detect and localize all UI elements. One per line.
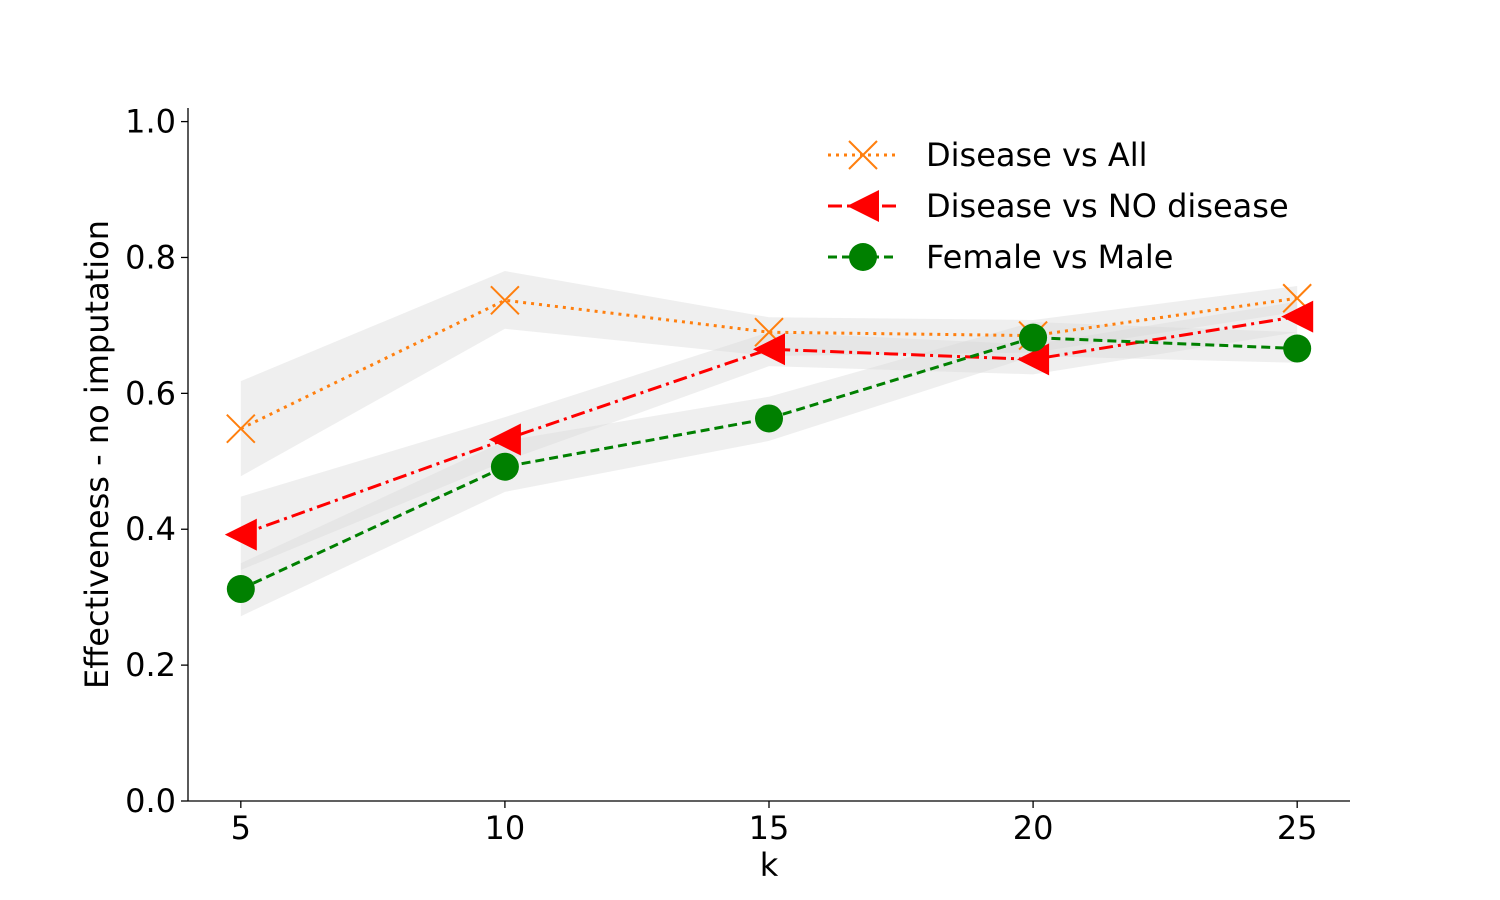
point-series-1-4	[1281, 300, 1314, 333]
series-markers	[224, 283, 1314, 604]
band-series-1	[240, 301, 1298, 570]
legend-item-1: Disease vs NO disease	[828, 187, 1289, 225]
y-tick-label: 1.0	[125, 103, 176, 141]
y-tick-label: 0.8	[125, 238, 176, 276]
point-series-2-0	[226, 575, 255, 604]
y-tick-label: 0.2	[125, 646, 176, 684]
line-series-0	[240, 296, 1298, 431]
x-tick-label: 25	[1277, 809, 1318, 847]
point-series-1-0	[224, 518, 257, 551]
band-series-0	[240, 271, 1298, 477]
y-tick-label: 0.0	[125, 782, 176, 820]
y-axis-label: Effectiveness - no imputation	[78, 220, 116, 689]
point-series-1-3	[1017, 343, 1050, 376]
x-tick-label: 5	[231, 809, 251, 847]
point-series-0-0	[226, 413, 256, 444]
point-series-1-2	[753, 333, 785, 366]
x-tick-label: 15	[749, 809, 790, 847]
ticks: 0.0 0.2 0.4 0.6 0.8 1.0 5 10 15 20 25	[125, 103, 1317, 847]
point-series-2-1	[490, 452, 519, 481]
confidence-bands	[240, 271, 1298, 617]
legend-label-0: Disease vs All	[926, 136, 1147, 174]
legend-marker-2	[849, 243, 877, 271]
x-axis-label: k	[760, 846, 779, 884]
legend-item-0: Disease vs All	[828, 136, 1147, 174]
legend-label-1: Disease vs NO disease	[926, 187, 1289, 225]
point-series-1-1	[488, 423, 521, 456]
legend-item-2: Female vs Male	[828, 238, 1173, 276]
x-tick-label: 10	[485, 809, 526, 847]
point-series-2-2	[755, 404, 783, 433]
band-series-2	[240, 322, 1298, 617]
point-series-0-1	[490, 285, 520, 315]
legend-label-2: Female vs Male	[926, 238, 1173, 276]
y-tick-label: 0.6	[125, 374, 176, 412]
x-tick-label: 20	[1013, 809, 1054, 847]
point-series-2-3	[1019, 323, 1048, 352]
legend-marker-1	[847, 190, 879, 222]
point-series-2-4	[1283, 334, 1312, 363]
y-tick-label: 0.4	[125, 510, 176, 548]
legend: Disease vs All Disease vs NO disease Femal…	[828, 136, 1289, 276]
legend-marker-0	[848, 140, 878, 170]
